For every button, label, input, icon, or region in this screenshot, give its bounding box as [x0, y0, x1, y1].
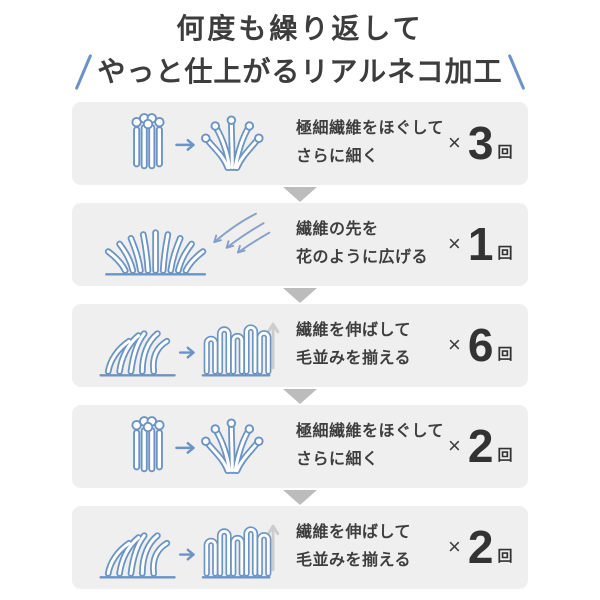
step-row: 繊維の先を 花のように広げる × 1 回 — [72, 202, 528, 303]
step-card: 繊維を伸ばして 毛並みを揃える × 6 回 — [72, 303, 528, 387]
step-icon-area — [72, 309, 296, 381]
count-number: 3 — [467, 117, 494, 170]
multiply-symbol: × — [448, 130, 461, 156]
step-description-line1: 繊維を伸ばして — [296, 322, 412, 340]
count-unit: 回 — [497, 446, 513, 464]
step-description-line1: 繊維の先を — [296, 221, 379, 239]
step-count: × 6 回 — [448, 322, 540, 368]
count-number: 6 — [467, 319, 494, 372]
count-unit: 回 — [497, 244, 513, 262]
step-count: × 2 回 — [448, 524, 540, 570]
step-icon-area — [72, 107, 296, 179]
step-description-line2: さらに細く — [296, 148, 379, 166]
fiber-straighten-icon — [99, 322, 280, 377]
step-card: 繊維を伸ばして 毛並みを揃える × 2 回 — [72, 505, 528, 589]
step-row: 極細繊維をほぐして さらに細く × 2 回 — [72, 404, 528, 505]
step-description-line1: 極細繊維をほぐして — [296, 120, 445, 138]
step-description: 極細繊維をほぐして さらに細く — [296, 418, 448, 474]
step-row: 繊維を伸ばして 毛並みを揃える × 6 回 — [72, 303, 528, 404]
count-unit: 回 — [497, 547, 513, 565]
step-count: × 3 回 — [448, 120, 540, 166]
count-number: 1 — [467, 218, 494, 271]
step-description: 繊維の先を 花のように広げる — [296, 216, 448, 272]
step-icon-area — [72, 410, 296, 482]
page-title: 何度も繰り返して — [176, 13, 424, 44]
multiply-symbol: × — [448, 534, 461, 560]
step-description: 繊維を伸ばして 毛並みを揃える — [296, 519, 448, 575]
step-icon-area — [72, 511, 296, 583]
step-description-line2: さらに細く — [296, 451, 379, 469]
down-arrow-icon — [283, 186, 317, 202]
down-arrow-icon — [283, 287, 317, 303]
count-number: 2 — [467, 420, 494, 473]
step-icon-area — [72, 208, 296, 280]
step-count: × 2 回 — [448, 423, 540, 469]
count-unit: 回 — [497, 345, 513, 363]
fiber-bundle-split-icon — [131, 416, 264, 475]
count-number: 2 — [467, 521, 494, 574]
right-slash-decoration — [507, 53, 525, 90]
subtitle-text: やっと仕上がるリアルネコ加工 — [97, 55, 503, 87]
left-slash-decoration — [75, 53, 93, 90]
step-description-line1: 極細繊維をほぐして — [296, 423, 445, 441]
down-arrow-icon — [283, 388, 317, 404]
fiber-straighten-icon — [99, 524, 280, 579]
down-arrow-icon — [283, 489, 317, 505]
steps-list: 極細繊維をほぐして さらに細く × 3 回 — [72, 101, 528, 589]
subtitle: やっと仕上がるリアルネコ加工 — [0, 53, 600, 91]
step-row: 極細繊維をほぐして さらに細く × 3 回 — [72, 101, 528, 202]
step-row: 繊維を伸ばして 毛並みを揃える × 2 回 — [72, 505, 528, 589]
step-description: 極細繊維をほぐして さらに細く — [296, 115, 448, 171]
multiply-symbol: × — [448, 231, 461, 257]
step-description-line2: 毛並みを揃える — [296, 552, 412, 570]
step-description: 繊維を伸ばして 毛並みを揃える — [296, 317, 448, 373]
step-card: 繊維の先を 花のように広げる × 1 回 — [72, 202, 528, 286]
multiply-symbol: × — [448, 433, 461, 459]
step-count: × 1 回 — [448, 221, 540, 267]
step-description-line2: 毛並みを揃える — [296, 350, 412, 368]
step-description-line1: 繊維を伸ばして — [296, 524, 412, 542]
multiply-symbol: × — [448, 332, 461, 358]
step-card: 極細繊維をほぐして さらに細く × 3 回 — [72, 101, 528, 185]
step-card: 極細繊維をほぐして さらに細く × 2 回 — [72, 404, 528, 488]
count-unit: 回 — [497, 143, 513, 161]
fiber-bundle-split-icon — [131, 113, 264, 172]
fiber-spread-icon — [104, 212, 271, 276]
step-description-line2: 花のように広げる — [296, 249, 429, 267]
